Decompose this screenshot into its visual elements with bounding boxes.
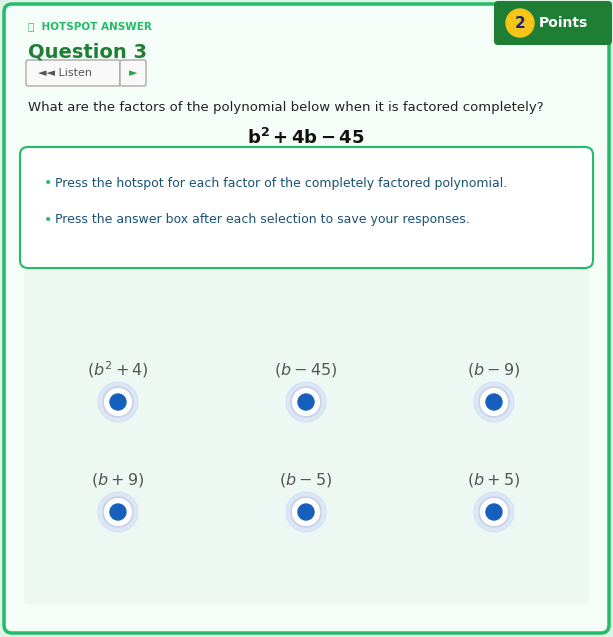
Text: ►: ► (129, 68, 137, 78)
Text: Press the answer box after each selection to save your responses.: Press the answer box after each selectio… (55, 213, 470, 227)
Text: •: • (44, 176, 52, 190)
Text: $(b-5)$: $(b-5)$ (280, 471, 333, 489)
Circle shape (286, 382, 326, 422)
FancyBboxPatch shape (120, 60, 146, 86)
Circle shape (486, 504, 502, 520)
FancyBboxPatch shape (4, 4, 609, 633)
Text: ◄◄ Listen: ◄◄ Listen (38, 68, 92, 78)
Circle shape (474, 492, 514, 532)
Circle shape (98, 492, 138, 532)
FancyBboxPatch shape (24, 266, 589, 604)
Circle shape (110, 394, 126, 410)
Circle shape (286, 492, 326, 532)
Circle shape (103, 387, 133, 417)
Circle shape (103, 497, 133, 527)
Circle shape (98, 382, 138, 422)
Text: What are the factors of the polynomial below when it is factored completely?: What are the factors of the polynomial b… (28, 101, 544, 115)
Text: $(b+9)$: $(b+9)$ (91, 471, 145, 489)
Text: $(b^2+4)$: $(b^2+4)$ (87, 360, 149, 380)
Text: Question 3: Question 3 (28, 43, 147, 62)
FancyBboxPatch shape (20, 147, 593, 268)
Text: $(b+5)$: $(b+5)$ (468, 471, 520, 489)
Text: 2: 2 (515, 15, 525, 31)
Circle shape (298, 504, 314, 520)
Circle shape (506, 9, 534, 37)
Circle shape (486, 394, 502, 410)
Circle shape (298, 394, 314, 410)
Circle shape (110, 504, 126, 520)
Circle shape (479, 387, 509, 417)
FancyBboxPatch shape (494, 1, 612, 45)
Circle shape (291, 497, 321, 527)
Circle shape (474, 382, 514, 422)
Text: Points: Points (538, 16, 588, 30)
FancyBboxPatch shape (26, 60, 120, 86)
Text: •: • (44, 213, 52, 227)
Text: $(b-45)$: $(b-45)$ (275, 361, 338, 379)
Text: Press the hotspot for each factor of the completely factored polynomial.: Press the hotspot for each factor of the… (55, 176, 507, 189)
Circle shape (291, 387, 321, 417)
Circle shape (479, 497, 509, 527)
Text: $(b-9)$: $(b-9)$ (468, 361, 520, 379)
Text: $\mathbf{b^2+4b-45}$: $\mathbf{b^2+4b-45}$ (247, 128, 365, 148)
Text: 🖱  HOTSPOT ANSWER: 🖱 HOTSPOT ANSWER (28, 21, 152, 31)
